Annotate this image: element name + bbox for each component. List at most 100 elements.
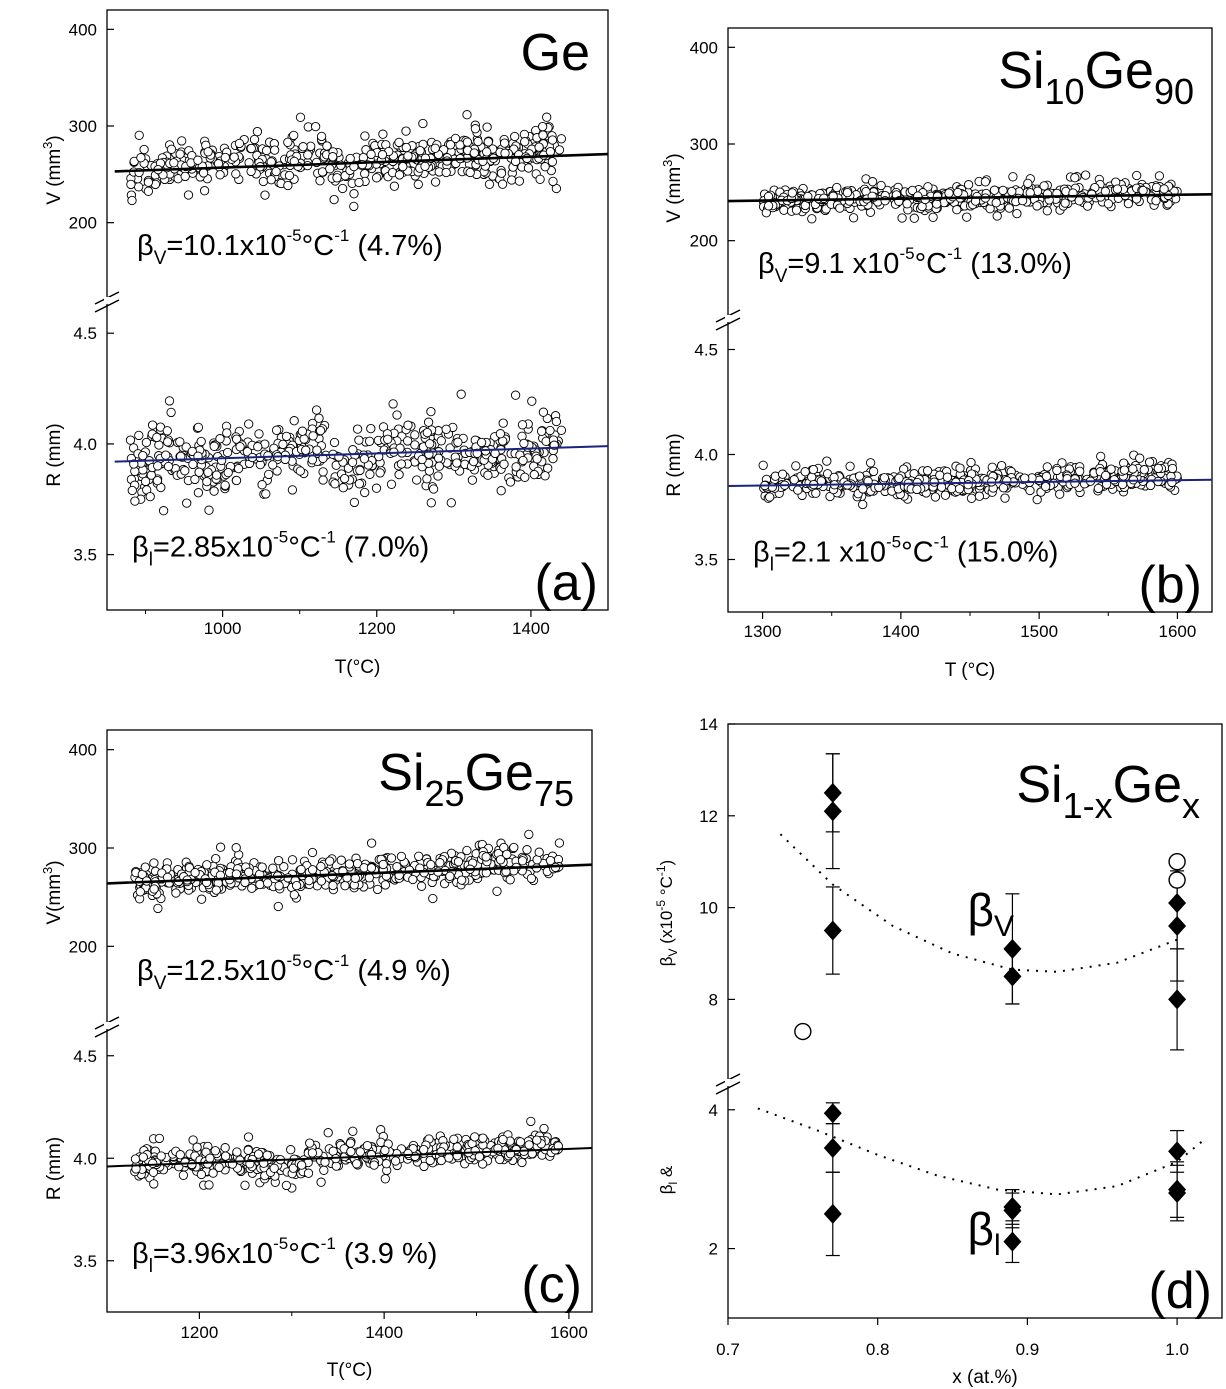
y-tick-label: 4.5 — [694, 341, 718, 360]
radius-point — [380, 1174, 390, 1184]
y-tick-label: 12 — [699, 807, 718, 826]
x-axis-label: T (°C) — [945, 660, 996, 681]
radius-point — [963, 480, 973, 490]
radius-point — [202, 476, 212, 487]
volume-point — [261, 145, 272, 156]
beta-v-point — [823, 920, 842, 941]
x-tick-label: 0.8 — [866, 1340, 890, 1359]
radius-point — [468, 456, 479, 467]
panel-a: 200 300 400 3.5 4.0 4.5 1000 1200 1400 T(°C) V (mm… — [40, 9, 609, 678]
radius-point — [765, 492, 775, 502]
radius-point — [987, 462, 997, 472]
radius-point — [205, 1153, 215, 1163]
beta-annotation: βl=2.85x10-5°C-1 (7.0%) — [132, 528, 429, 571]
radius-point — [138, 1152, 148, 1162]
volume-point — [246, 166, 256, 177]
radius-point — [548, 453, 558, 464]
volume-point — [345, 153, 355, 164]
radius-point — [158, 506, 169, 516]
volume-point — [149, 884, 159, 894]
volume-point — [522, 845, 532, 855]
x-tick-label: 1.0 — [1165, 1340, 1189, 1359]
radius-point — [777, 469, 788, 479]
title-subscript: 25 — [425, 773, 465, 814]
volume-point — [231, 843, 241, 853]
volume-point — [453, 857, 464, 867]
volume-point — [496, 168, 507, 178]
title-element: Ge — [1085, 42, 1154, 100]
radius-point — [511, 462, 521, 472]
beta-value: =12.5x10 — [166, 955, 286, 987]
volume-point — [492, 886, 502, 896]
radius-point — [180, 466, 190, 476]
literature-point — [1168, 871, 1186, 889]
radius-point — [758, 460, 768, 470]
volume-point — [153, 903, 163, 914]
label-text: V (mm — [44, 149, 65, 205]
radius-point — [222, 447, 233, 458]
volume-point — [923, 182, 933, 192]
beta-subscript: l — [149, 1256, 153, 1277]
volume-point — [867, 177, 878, 187]
beta-uncertainty: (15.0%) — [949, 537, 1059, 569]
radius-point — [154, 440, 164, 450]
volume-point — [325, 164, 335, 174]
volume-point — [193, 155, 203, 165]
volume-point — [426, 859, 436, 870]
radius-point — [352, 424, 363, 434]
volume-point — [1159, 184, 1169, 194]
radius-point — [162, 426, 172, 436]
radius-point — [966, 493, 977, 503]
volume-point — [497, 179, 508, 189]
beta-value: =2.85x10 — [153, 532, 273, 564]
radius-point — [188, 1135, 198, 1145]
radius-point — [519, 438, 529, 449]
radius-point — [800, 467, 810, 477]
y-tick-label: 400 — [69, 20, 97, 39]
volume-point — [763, 201, 774, 211]
volume-point — [279, 862, 289, 872]
volume-fit-line — [106, 863, 593, 885]
y-tick-label: 4.0 — [694, 446, 718, 465]
radius-point — [540, 471, 550, 481]
y-tick-label: 200 — [69, 214, 97, 233]
radius-point — [791, 461, 801, 471]
radius-point — [396, 459, 407, 469]
radius-point — [532, 454, 542, 464]
y-tick-label: 10 — [699, 899, 718, 918]
radius-point — [527, 396, 537, 406]
x-tick-label: 1500 — [1020, 622, 1058, 641]
radius-point — [305, 1138, 315, 1148]
y-axis-label-volume: V(mm3) — [40, 860, 65, 924]
volume-point — [481, 852, 491, 862]
y-tick-label: 400 — [690, 38, 718, 57]
radius-point — [822, 456, 832, 466]
label-text: ) — [657, 860, 676, 866]
volume-point — [169, 158, 179, 168]
volume-point — [902, 199, 912, 209]
x-tick-label: 1200 — [180, 1323, 218, 1342]
radius-point — [1040, 481, 1051, 492]
title-subscript: 75 — [534, 773, 574, 814]
radius-point — [388, 399, 398, 409]
beta-symbol: β — [132, 1238, 149, 1270]
beta-symbol: β — [753, 537, 770, 569]
volume-point — [273, 855, 284, 866]
volume-point — [414, 851, 424, 861]
radius-point — [148, 1167, 159, 1177]
beta-value: =9.1 x10 — [787, 248, 899, 280]
radius-point — [1032, 494, 1042, 505]
radius-point — [278, 439, 288, 450]
beta-unit-exponent: -1 — [334, 226, 349, 245]
beta-unit: °C — [288, 532, 321, 564]
radius-point — [449, 1134, 459, 1144]
volume-point — [143, 186, 154, 196]
y-tick-label: 4 — [709, 1101, 718, 1120]
radius-point — [348, 1126, 358, 1136]
radius-point — [436, 1155, 446, 1166]
volume-point — [415, 145, 425, 156]
x-tick-label: 1600 — [1159, 622, 1197, 641]
volume-point — [482, 122, 492, 132]
volume-point — [1008, 172, 1018, 182]
radius-point — [444, 1153, 454, 1163]
